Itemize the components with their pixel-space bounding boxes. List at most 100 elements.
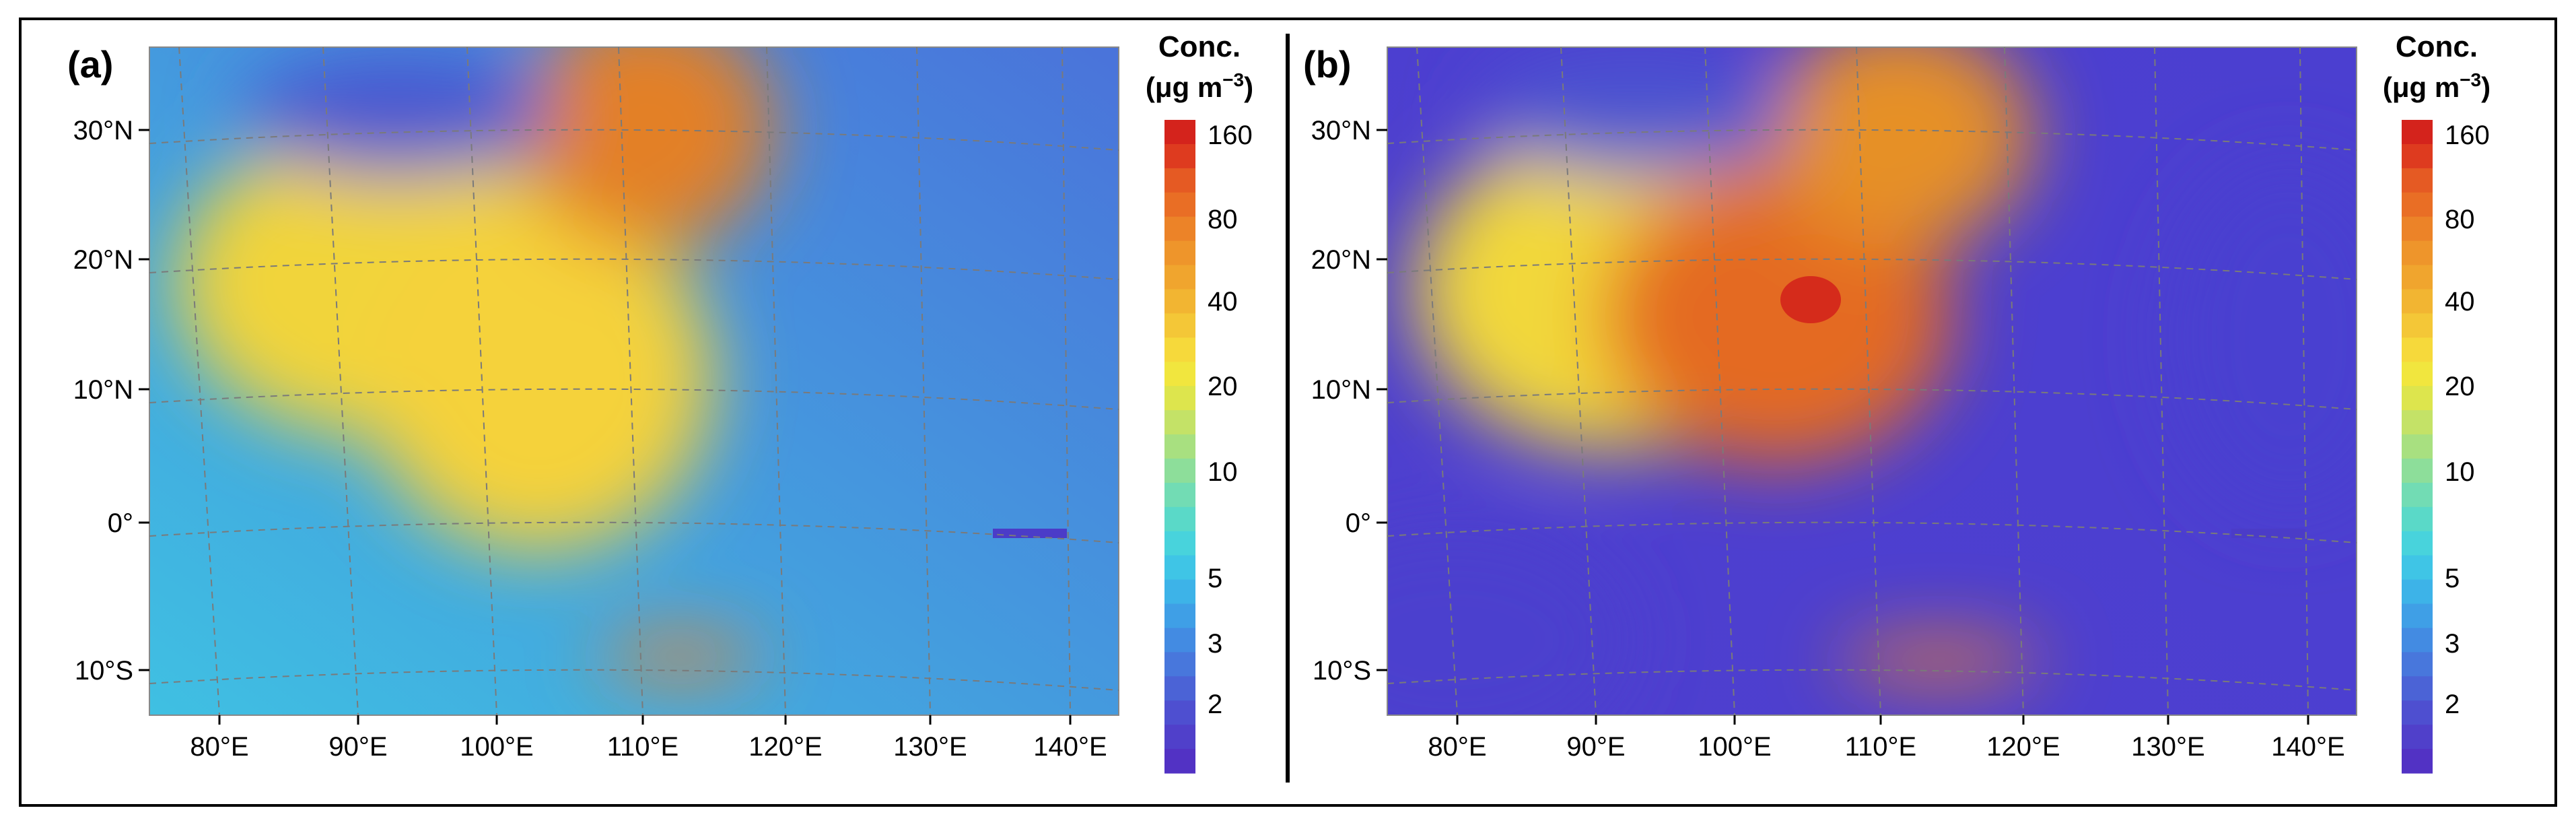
lon-tick-label: 90°E [328, 732, 387, 762]
colorbar-swatch [2402, 337, 2433, 362]
map-b-east-clean [2167, 162, 2357, 512]
map-b-field [1387, 47, 2357, 715]
map-b-axes: 30°N 20°N 10°N 0° 10°S 80°E 90°E 100°E 110°E 120°… [1311, 116, 2345, 762]
map-a-tibet-low [242, 54, 552, 175]
graticule-lat-line [1387, 669, 2357, 691]
lat-tick-label: 10°N [1311, 375, 1371, 405]
lon-tick-label: 80°E [190, 732, 248, 762]
graticule-lat-line [149, 669, 1119, 691]
colorbar-swatch [2402, 289, 2433, 314]
lon-tick-label: 110°E [607, 732, 678, 762]
graticule-lon-line [766, 46, 786, 716]
colorbar-swatch [2402, 531, 2433, 556]
lat-tick-label: 10°S [75, 656, 133, 686]
colorbar-swatch [2402, 410, 2433, 435]
map-a-band [993, 529, 1067, 538]
colorbar-swatch [2402, 506, 2433, 532]
colorbar-swatch [1164, 168, 1195, 193]
colorbar-swatch [2402, 676, 2433, 701]
colorbar-tick-label: 3 [1208, 629, 1222, 659]
colorbar-swatch [2402, 168, 2433, 193]
colorbar-swatch [1164, 458, 1195, 484]
panel-b-label: (b) [1303, 43, 1352, 86]
map-b-plume-china [1764, 47, 2033, 249]
map-a-graticule [149, 46, 1119, 716]
lon-tick-label: 130°E [2131, 732, 2204, 762]
colorbar-swatch [1164, 313, 1195, 338]
colorbar-swatch [1164, 265, 1195, 290]
graticule-lat-line [1387, 388, 2357, 410]
colorbar-swatch [2402, 386, 2433, 411]
graticule-lon-line [1856, 46, 1881, 716]
colorbar-tick-label: 80 [2445, 205, 2475, 234]
graticule-lat-line [1387, 521, 2357, 543]
colorbar-swatch [2402, 458, 2433, 484]
colorbar-swatch [1164, 555, 1195, 581]
lon-tick-label: 140°E [1033, 732, 1107, 762]
colorbar-swatch [2402, 265, 2433, 290]
lat-tick-label: 0° [108, 508, 133, 538]
colorbar-tick-label: 2 [2445, 690, 2460, 719]
panel-a-label: (a) [67, 43, 113, 86]
colorbar-swatch [1164, 410, 1195, 435]
colorbar-swatch [2402, 555, 2433, 581]
colorbar-swatch [2402, 628, 2433, 653]
graticule-lat-line [1387, 258, 2357, 280]
colorbar-b: Conc. (μg m−3) 160 80 40 20 10 5 3 2 [2383, 30, 2491, 774]
colorbar-tick-label: 5 [2445, 564, 2460, 593]
colorbar-swatch [1164, 192, 1195, 218]
map-a-plume-china [518, 47, 774, 249]
colorbar-title: Conc. [2396, 30, 2478, 63]
colorbar-swatch [1164, 700, 1195, 725]
colorbar-tick-label: 10 [1208, 457, 1238, 487]
colorbar-swatch [1164, 386, 1195, 411]
map-b-hotspot [1780, 276, 1841, 323]
colorbar-swatch [2402, 603, 2433, 629]
colorbar-a: Conc. (μg m−3) 160 80 40 20 10 5 3 2 [1146, 30, 1253, 774]
colorbar-tick-label: 5 [1208, 564, 1222, 593]
colorbar-tick-label: 80 [1208, 205, 1238, 234]
map-b-south-clean [1387, 525, 1629, 715]
graticule-lon-line [916, 46, 931, 716]
colorbar-swatch [1164, 337, 1195, 362]
graticule-lat-line [149, 388, 1119, 410]
colorbar-swatch [1164, 120, 1195, 145]
colorbar-swatch [1164, 216, 1195, 242]
map-b-border [1387, 46, 2357, 716]
colorbar-swatch [2402, 313, 2433, 338]
graticule-lon-line [1061, 46, 1071, 716]
colorbar-swatch [2402, 579, 2433, 605]
colorbar-swatch [1164, 749, 1195, 774]
lon-tick-label: 110°E [1845, 732, 1916, 762]
colorbar-title: Conc. [1158, 30, 1241, 63]
map-a-axes: 30°N 20°N 10°N 0° 10°S 80°E 90°E 100°E 110°E 120°… [73, 116, 1107, 762]
colorbar-swatch [1164, 240, 1195, 266]
graticule-lon-line [1704, 46, 1735, 716]
map-b-plume-java [1838, 640, 2040, 680]
graticule-lon-line [322, 46, 359, 716]
colorbar-swatch [1164, 434, 1195, 459]
panel-b: 30°N 20°N 10°N 0° 10°S 80°E 90°E 100°E 110°E 120°… [1303, 30, 2491, 774]
colorbar-swatch [2402, 216, 2433, 242]
map-a-plume-indochina [363, 202, 713, 552]
map-a-border [149, 46, 1119, 716]
colorbar-swatch [1164, 676, 1195, 701]
map-b-graticule [1387, 46, 2357, 716]
colorbar-swatch [2402, 725, 2433, 750]
lat-tick-label: 30°N [73, 116, 133, 145]
colorbar-tick-label: 20 [1208, 372, 1238, 401]
colorbar-tick-label: 3 [2445, 629, 2460, 659]
colorbar-swatch [1164, 725, 1195, 750]
colorbar-swatch [1164, 652, 1195, 677]
graticule-lat-line [149, 129, 1119, 151]
colorbar-swatch [2402, 362, 2433, 387]
lon-tick-label: 90°E [1566, 732, 1625, 762]
graticule-lon-line [466, 46, 497, 716]
map-b-band [2231, 529, 2305, 538]
lat-tick-label: 10°S [1313, 656, 1371, 686]
colorbar-swatch [2402, 120, 2433, 145]
lat-tick-label: 20°N [73, 245, 133, 275]
colorbar-tick-label: 10 [2445, 457, 2475, 487]
